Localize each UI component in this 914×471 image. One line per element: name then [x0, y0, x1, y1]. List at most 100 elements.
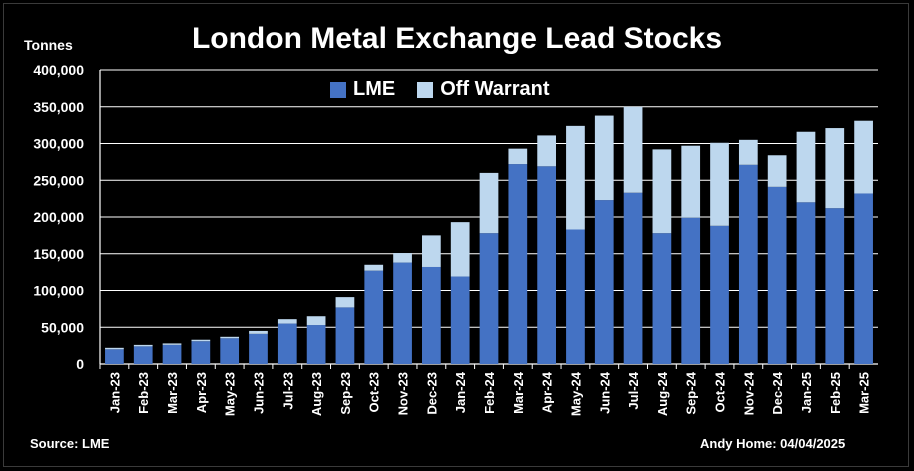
bar-lme: [767, 186, 787, 364]
x-tick-label: May-24: [568, 371, 583, 416]
bar-lme: [364, 270, 384, 364]
bar-lme: [537, 166, 556, 364]
bar-lme: [825, 208, 845, 364]
bar-lme: [393, 262, 412, 364]
bar-off-warrant: [277, 319, 297, 324]
bar-lme: [796, 202, 816, 364]
x-tick-label: Sep-23: [338, 372, 353, 415]
bar-off-warrant: [479, 172, 499, 234]
bar-off-warrant: [306, 316, 326, 326]
bar-lme: [306, 325, 326, 364]
x-tick-label: Feb-23: [136, 372, 151, 414]
bar-off-warrant: [191, 339, 211, 342]
legend-swatch-off-warrant: [417, 81, 434, 98]
source-note: Source: LME: [30, 436, 110, 451]
bar-off-warrant: [566, 125, 585, 230]
y-tick-label: 250,000: [33, 172, 84, 188]
bar-off-warrant: [594, 115, 614, 201]
x-tick-label: Feb-25: [828, 372, 843, 414]
x-tick-label: Aug-24: [655, 371, 670, 416]
x-tick-label: Apr-24: [540, 371, 555, 413]
y-tick-label: 100,000: [33, 283, 84, 299]
x-tick-label: Aug-23: [309, 372, 324, 416]
bar-off-warrant: [249, 330, 268, 334]
x-tick-label: Nov-23: [396, 372, 411, 415]
x-tick-label: Jul-24: [626, 371, 641, 409]
bar-lme: [681, 217, 701, 364]
bar-off-warrant: [854, 120, 873, 194]
bar-off-warrant: [335, 297, 355, 308]
x-tick-label: Feb-24: [482, 371, 497, 414]
bar-lme: [277, 323, 297, 364]
x-tick-label: Nov-24: [741, 371, 756, 415]
bar-off-warrant: [393, 253, 412, 263]
credit-note: Andy Home: 04/04/2025: [700, 436, 846, 451]
bar-lme: [422, 266, 441, 364]
bar-off-warrant: [652, 149, 672, 234]
bar-off-warrant: [767, 155, 787, 187]
x-tick-label: Jan-23: [107, 372, 122, 413]
bar-off-warrant: [681, 145, 701, 218]
bar-lme: [854, 193, 873, 364]
x-tick-label: Jan-25: [799, 372, 814, 413]
y-tick-label: 300,000: [33, 136, 84, 152]
x-tick-label: Jun-23: [251, 372, 266, 414]
chart-legend: LME Off Warrant: [330, 78, 571, 101]
bar-off-warrant: [508, 148, 528, 165]
legend-item-lme: LME: [330, 78, 395, 101]
y-tick-label: 200,000: [33, 209, 84, 225]
bar-lme: [249, 333, 268, 364]
bar-lme: [623, 192, 643, 364]
bar-lme: [710, 225, 729, 364]
y-tick-label: 350,000: [33, 99, 84, 115]
legend-item-off-warrant: Off Warrant: [417, 78, 549, 101]
y-tick-label: 400,000: [33, 62, 84, 78]
bar-lme: [133, 346, 153, 364]
y-tick-label: 150,000: [33, 246, 84, 262]
y-tick-label: 0: [76, 356, 84, 372]
bar-off-warrant: [105, 347, 124, 350]
bar-lme: [105, 349, 124, 364]
bar-lme: [652, 233, 672, 364]
bar-lme: [479, 233, 499, 364]
x-tick-label: Mar-25: [857, 372, 872, 414]
legend-swatch-lme: [330, 81, 346, 98]
bar-off-warrant: [738, 139, 758, 165]
bar-off-warrant: [162, 343, 182, 345]
bar-off-warrant: [537, 135, 556, 167]
bar-off-warrant: [796, 131, 816, 203]
legend-label-lme: LME: [353, 78, 396, 100]
bar-lme: [335, 307, 355, 364]
bar-off-warrant: [220, 336, 240, 339]
bar-off-warrant: [710, 142, 729, 226]
bar-off-warrant: [623, 106, 643, 193]
bar-off-warrant: [133, 344, 153, 347]
bar-lme: [566, 229, 585, 364]
x-tick-label: Jun-24: [597, 371, 612, 414]
bar-off-warrant: [422, 235, 441, 267]
x-tick-label: Mar-23: [165, 372, 180, 414]
chart-title: London Metal Exchange Lead Stocks: [191, 22, 723, 55]
bar-lme: [450, 276, 470, 364]
bar-off-warrant: [364, 264, 384, 271]
bar-off-warrant: [825, 128, 845, 209]
x-tick-label: Oct-23: [367, 372, 382, 412]
x-tick-label: Sep-24: [684, 371, 699, 414]
y-axis-unit-label: Tonnes: [24, 37, 73, 53]
bar-lme: [738, 164, 758, 364]
bar-lme: [220, 338, 240, 364]
x-tick-label: Mar-24: [511, 371, 526, 414]
x-tick-label: Apr-23: [194, 372, 209, 413]
legend-label-off-warrant: Off Warrant: [440, 78, 550, 100]
bar-lme: [508, 164, 528, 364]
x-tick-label: May-23: [223, 372, 238, 416]
y-tick-label: 50,000: [41, 319, 84, 335]
bar-lme: [191, 341, 211, 364]
x-tick-label: Jul-23: [280, 372, 295, 410]
x-tick-label: Jan-24: [453, 371, 468, 413]
x-tick-label: Dec-24: [770, 371, 785, 414]
x-tick-label: Dec-23: [424, 372, 439, 415]
bar-lme: [162, 344, 182, 364]
chart-frame: [3, 3, 909, 467]
